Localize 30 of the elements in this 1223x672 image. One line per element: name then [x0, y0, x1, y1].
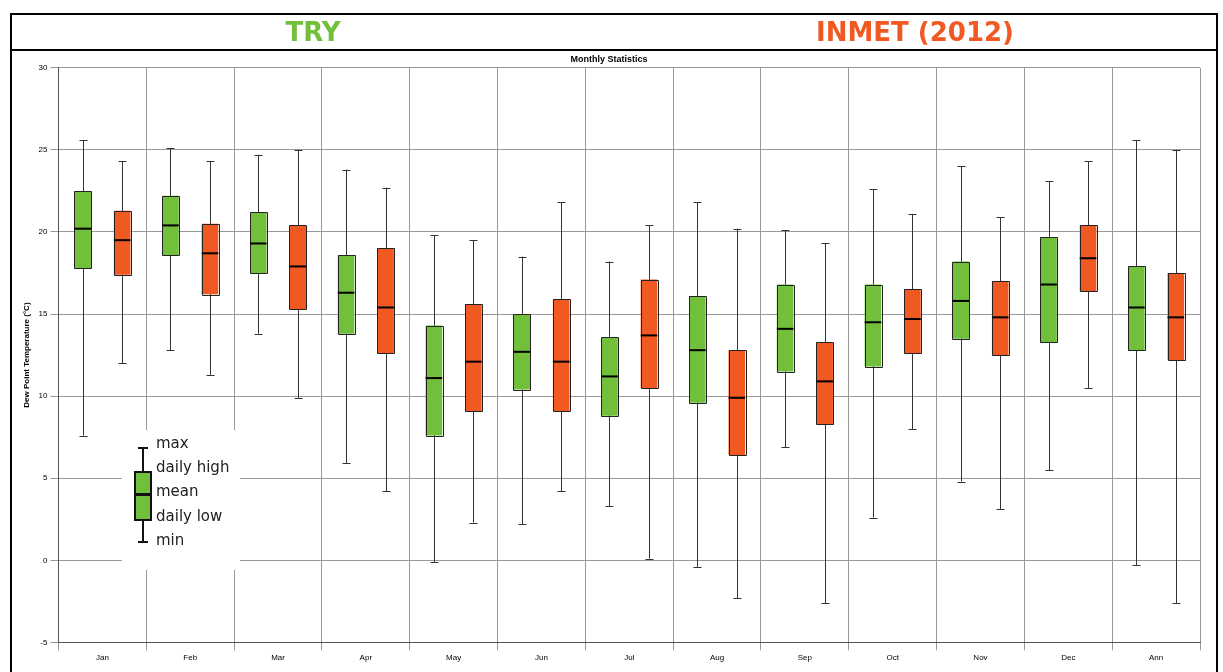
- x-tick-label: May: [446, 653, 462, 663]
- text: TRY: [285, 17, 341, 47]
- x-tick-label: Dec: [1061, 653, 1076, 663]
- y-tick-label: -5: [40, 637, 49, 647]
- x-tick-label: Ann: [1148, 653, 1164, 663]
- x-tick-label: Aug: [709, 653, 725, 663]
- y-tick-label: 0: [43, 555, 49, 565]
- x-tick-label: Feb: [183, 653, 198, 663]
- x-tick-label: Apr: [359, 653, 373, 663]
- x-tick-label: Oct: [886, 653, 900, 663]
- annotation: min: [156, 531, 185, 549]
- annotation: daily high: [156, 458, 230, 476]
- y-tick-label: 30: [38, 63, 49, 72]
- annotation: max: [156, 434, 189, 452]
- x-tick-label: Mar: [271, 653, 286, 663]
- y-tick-label: 5: [43, 473, 49, 483]
- y-axis-title: Dew Point Temperature (°C): [22, 302, 31, 408]
- y-tick-label: 25: [38, 145, 49, 155]
- y-tick-label: 20: [38, 227, 49, 237]
- annotation: daily low: [156, 507, 223, 525]
- x-tick-label: Jan: [95, 653, 109, 663]
- annotation: mean: [156, 482, 199, 500]
- x-tick-label: Jul: [624, 653, 635, 663]
- x-tick-label: Nov: [973, 653, 988, 663]
- y-tick-label: 10: [38, 391, 49, 401]
- x-tick-label: Jun: [534, 653, 548, 663]
- x-tick-label: Sep: [797, 653, 813, 663]
- chart-title: Monthly Statistics: [570, 53, 648, 64]
- text: INMET (2012): [816, 17, 1014, 47]
- y-tick-label: 15: [38, 309, 49, 319]
